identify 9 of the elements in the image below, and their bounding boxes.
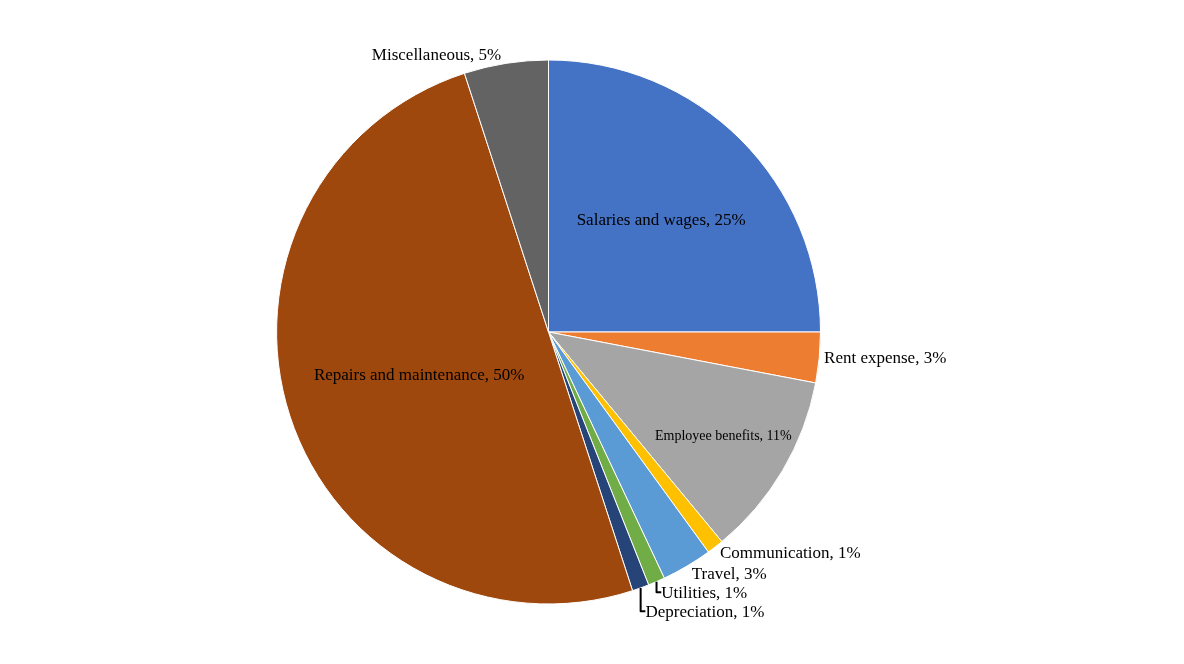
slice-label: Communication, 1% xyxy=(719,543,861,563)
slice-label: Rent expense, 3% xyxy=(824,348,947,368)
slice-label: Repairs and maintenance, 50% xyxy=(313,364,525,384)
slice-label: Salaries and wages, 25% xyxy=(576,209,746,229)
slice-label: Travel, 3% xyxy=(691,563,767,583)
slice-label: Miscellaneous, 5% xyxy=(371,44,502,64)
slice-label: Depreciation, 1% xyxy=(645,601,765,621)
slice-label: Employee benefits, 11% xyxy=(655,427,793,443)
slice-label: Utilities, 1% xyxy=(661,582,748,602)
